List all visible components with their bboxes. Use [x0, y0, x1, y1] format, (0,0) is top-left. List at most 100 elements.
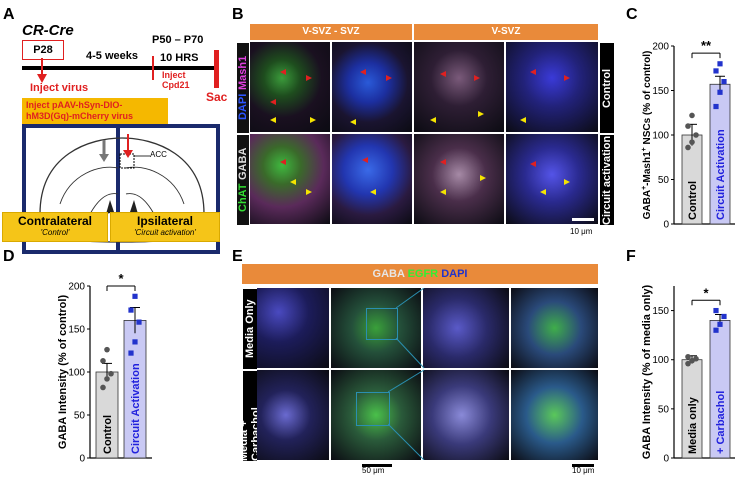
data-point — [136, 319, 142, 325]
age-end-label: P50 – P70 — [152, 34, 204, 46]
y-tick-label: 200 — [68, 282, 85, 293]
micrograph-e-r1c1 — [257, 288, 329, 368]
data-point — [108, 370, 114, 377]
panel-e-row-media: Media Only — [242, 288, 258, 370]
micrograph-b-r2c3 — [414, 134, 504, 224]
timeline-tick-cpd — [152, 56, 154, 80]
data-point — [717, 321, 723, 327]
data-point — [685, 144, 691, 151]
stain-dapi-label: DAPI — [237, 93, 249, 120]
micrograph-e-r2c1 — [257, 370, 329, 460]
y-tick-label: 100 — [652, 355, 669, 366]
contralateral-subtitle: 'Control' — [40, 228, 70, 237]
zoom-lines — [388, 288, 425, 460]
stain-gaba-label: GABA — [237, 148, 249, 181]
age-start-box: P28 — [22, 40, 64, 60]
micrograph-b-r1c3 — [414, 42, 504, 132]
data-point — [128, 307, 134, 313]
panel-b-row-activation: Circuit activation — [599, 134, 615, 226]
timeline-bar — [22, 66, 218, 70]
significance-label: * — [703, 285, 709, 300]
y-tick-label: 50 — [658, 175, 670, 186]
panel-b-header-right: V-SVZ — [414, 24, 598, 40]
data-point — [713, 327, 719, 333]
panel-e-scale-label-2: 10 μm — [572, 466, 595, 475]
panel-b-scale-bar — [572, 218, 594, 221]
stain-chat-label: ChAT — [237, 183, 249, 212]
chart-d: 0 50 100 150 200 GABA Intensity (% of control… — [10, 271, 160, 472]
y-tick-label: 150 — [652, 86, 669, 97]
y-tick-label: 0 — [663, 220, 669, 231]
y-axis-label: GABA Intensity (% of media only) — [641, 284, 653, 459]
schematic-midline — [116, 128, 120, 254]
acc-label: ACC — [150, 150, 167, 159]
panel-label-f: F — [626, 248, 636, 265]
micrograph-e-r1c4 — [511, 288, 598, 368]
panel-b-scale-label: 10 μm — [570, 227, 593, 236]
chart-f: 0 50 100 150 GABA Intensity (% of media only… — [626, 272, 735, 472]
data-point — [100, 358, 106, 364]
category-label-1: Circuit Activation — [130, 363, 142, 454]
data-point — [717, 89, 723, 95]
category-label-0: Control — [102, 415, 114, 454]
data-point — [721, 79, 727, 85]
panel-e-header: GABA EGFR DAPI — [242, 264, 598, 284]
inject-arrow-icon — [37, 58, 47, 83]
micrograph-e-r1c3 — [423, 288, 509, 368]
data-point — [100, 384, 106, 391]
construct-box: Inject pAAV-hSyn-DIO- hM3D(Gq)-mCherry v… — [22, 98, 168, 124]
data-point — [685, 123, 691, 129]
panel-e-scale-bar-1 — [362, 464, 392, 467]
row-control-label: Control — [601, 68, 613, 108]
y-tick-label: 0 — [663, 454, 669, 465]
micrograph-b-r2c1 — [250, 134, 330, 224]
panel-label-e: E — [232, 248, 243, 265]
category-label-1: Circuit Activation — [715, 129, 727, 220]
row-activation-label: Circuit activation — [601, 135, 613, 225]
data-point — [713, 307, 719, 314]
micrograph-b-r2c4 — [506, 134, 598, 224]
panel-label-d: D — [3, 248, 15, 265]
data-point — [689, 139, 695, 145]
header-egfr: EGFR — [407, 268, 439, 280]
micrograph-b-r1c2 — [332, 42, 412, 132]
inject-virus-label: Inject virus — [30, 82, 89, 94]
panel-b-row-control: Control — [599, 42, 615, 134]
y-tick-label: 50 — [74, 411, 86, 422]
panel-a-title: CR-Cre — [22, 22, 74, 39]
panel-label-a: A — [3, 6, 15, 23]
panel-b-stain-column-bottom: ChAT GABA — [236, 134, 250, 226]
micrograph-e-r2c4 — [511, 370, 598, 460]
y-tick-label: 150 — [652, 306, 669, 317]
micrograph-e-r2c3 — [423, 370, 509, 460]
significance-label: ** — [701, 38, 712, 53]
y-tick-label: 100 — [68, 368, 85, 379]
zoom-box-top — [366, 308, 398, 340]
panel-b-arrows — [270, 69, 570, 195]
panel-label-c: C — [626, 6, 638, 23]
chart-d-svg: 0 50 100 150 200 GABA Intensity (% of control… — [57, 271, 152, 465]
timeline-tick-sac — [214, 50, 219, 88]
data-point — [104, 376, 110, 382]
y-tick-label: 50 — [658, 404, 670, 415]
micrograph-b-r1c1 — [250, 42, 330, 132]
data-point — [693, 355, 699, 362]
data-point — [128, 350, 134, 356]
data-point — [717, 61, 723, 67]
stain-mash1-label: Mash1 — [237, 56, 249, 91]
data-point — [685, 353, 691, 360]
panel-e-row-carbachol: Media + Carbachol — [238, 370, 262, 462]
row-media-label: Media Only — [244, 299, 256, 359]
ipsilateral-title: Ipsilateral — [136, 214, 194, 228]
data-point — [713, 68, 719, 74]
panel-label-b: B — [232, 6, 244, 23]
ipsilateral-box: Ipsilateral 'Circuit activation' — [110, 212, 220, 242]
contralateral-box: Contralateral 'Control' — [2, 212, 108, 242]
y-axis-label: GABA Intensity (% of control) — [57, 295, 69, 450]
micrograph-b-r2c2 — [332, 134, 412, 224]
data-point — [713, 103, 719, 110]
data-point — [104, 346, 110, 353]
hours-label: 10 HRS — [160, 52, 199, 64]
ipsilateral-subtitle: 'Circuit activation' — [134, 228, 196, 237]
